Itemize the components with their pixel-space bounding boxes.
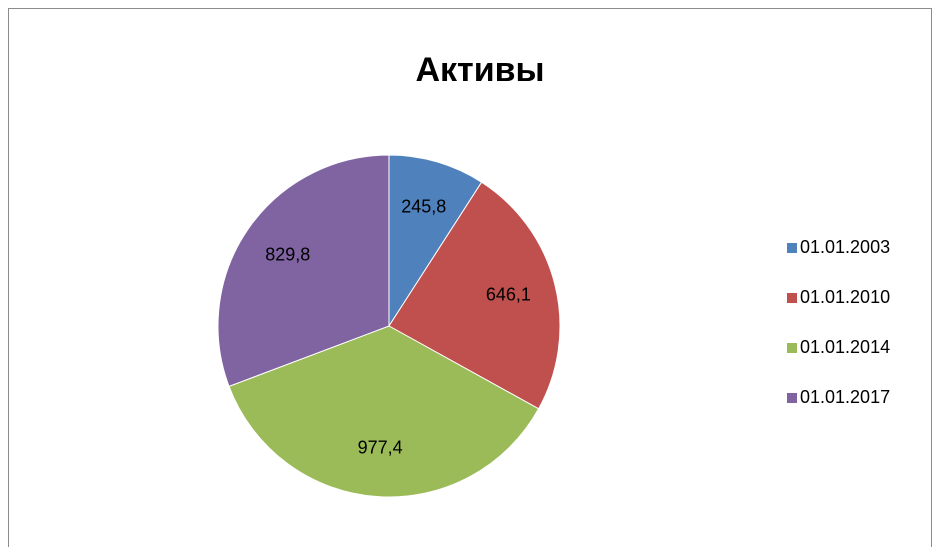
pie-slice <box>388 154 483 328</box>
legend-swatch <box>787 343 797 353</box>
chart-title: Активы <box>415 51 544 89</box>
legend-swatch <box>787 293 797 303</box>
data-label: 245,8 <box>401 197 446 217</box>
data-label: 646,1 <box>486 285 531 305</box>
legend-swatch <box>787 243 797 253</box>
pie-slice <box>217 154 390 388</box>
legend-label: 01.01.2010 <box>800 287 890 307</box>
data-label: 977,4 <box>358 438 403 458</box>
legend-swatch <box>787 393 797 403</box>
data-label: 829,8 <box>265 245 310 265</box>
pie-slice <box>228 325 540 498</box>
legend-label: 01.01.2003 <box>800 237 890 257</box>
legend-label: 01.01.2014 <box>800 337 890 357</box>
legend-label: 01.01.2017 <box>800 387 890 407</box>
pie-slice <box>388 181 561 410</box>
